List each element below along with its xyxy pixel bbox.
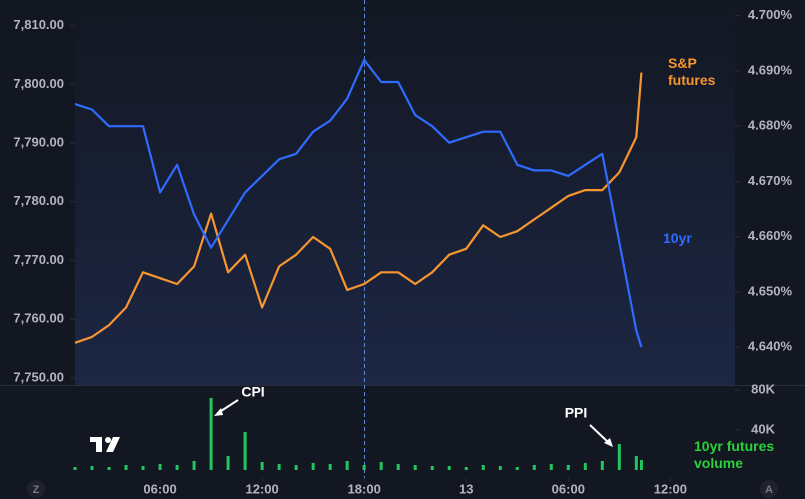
volume-bar [600,461,604,470]
volume-bar [464,467,468,470]
cpi-arrowhead [214,408,223,416]
volume-label: 10yr futures volume [694,438,775,471]
x-tick-label: 12:00 [245,481,278,496]
ppi-arrowhead [604,438,613,447]
volume-bar [209,398,213,470]
volume-bar [396,464,400,470]
volume-bar [328,464,332,470]
y2-tick-label: 4.650% [748,283,793,298]
y2-tick-label: 4.680% [748,118,793,133]
volume-tick-label: 40K [751,421,775,436]
volume-bar [243,432,247,470]
y2-tick-label: 4.660% [748,228,793,243]
volume-bar [583,463,587,470]
volume-bar [192,461,196,470]
volume-bar [294,465,298,470]
series-line [74,72,643,344]
sp-label: S&P futures [668,55,716,88]
volume-bar [226,456,230,470]
volume-bar [549,464,553,470]
zoom-button[interactable] [27,480,45,498]
volume-bar [532,465,536,470]
x-tick-label: 18:00 [348,481,381,496]
plot-background [75,0,735,385]
volume-bar [90,466,94,470]
volume-bar [158,464,162,470]
y-tick-label: 7,750.00 [13,369,64,384]
y-tick-label: 7,790.00 [13,135,64,150]
volume-bar [345,461,349,470]
cpi-label: CPI [241,384,264,400]
volume-bar [379,462,383,470]
volume-bar [515,467,519,470]
volume-bar [141,466,145,470]
x-tick-label: 13 [459,481,473,496]
volume-bar [617,444,621,470]
y2-tick-label: 4.640% [748,339,793,354]
volume-bar [311,463,315,470]
volume-bar [260,462,264,470]
x-tick-label: 12:00 [654,481,687,496]
ppi-label: PPI [565,405,588,421]
volume-bar [634,456,638,470]
y2-tick-label: 4.690% [748,62,793,77]
y-tick-label: 7,810.00 [13,17,64,32]
y-tick-label: 7,770.00 [13,252,64,267]
volume-bar [481,465,485,470]
y-tick-label: 7,780.00 [13,193,64,208]
volume-bar [430,466,434,470]
x-tick-label: 06:00 [143,481,176,496]
volume-bar [124,465,128,470]
y-tick-label: 7,760.00 [13,311,64,326]
series-line [74,58,643,348]
volume-bar [175,465,179,470]
ppi-arrow [589,424,610,444]
marks: 7,750.00 7,760.00 7,770.00 7,780.00 7,790.00… [13,7,792,496]
y2-tick-label: 4.700% [748,7,793,22]
volume-tick-label: 80K [751,381,775,396]
volume-bar [498,466,502,470]
volume-bar [362,465,366,470]
volume-bar [413,465,417,470]
volume-bar [107,467,111,470]
volume-bar [277,464,281,470]
x-tick-label: 06:00 [552,481,585,496]
y-tick-label: 7,800.00 [13,76,64,91]
volume-bar [566,465,570,470]
y2-tick-label: 4.670% [748,173,793,188]
zoom-button-label[interactable]: Z [33,484,40,496]
volume-bar [639,460,643,470]
auto-button[interactable] [760,480,778,498]
volume-bar [73,467,77,470]
yield-label: 10yr [663,230,692,246]
volume-bar [447,466,451,470]
tradingview-logo [90,437,120,452]
auto-button-label[interactable]: A [765,484,773,496]
